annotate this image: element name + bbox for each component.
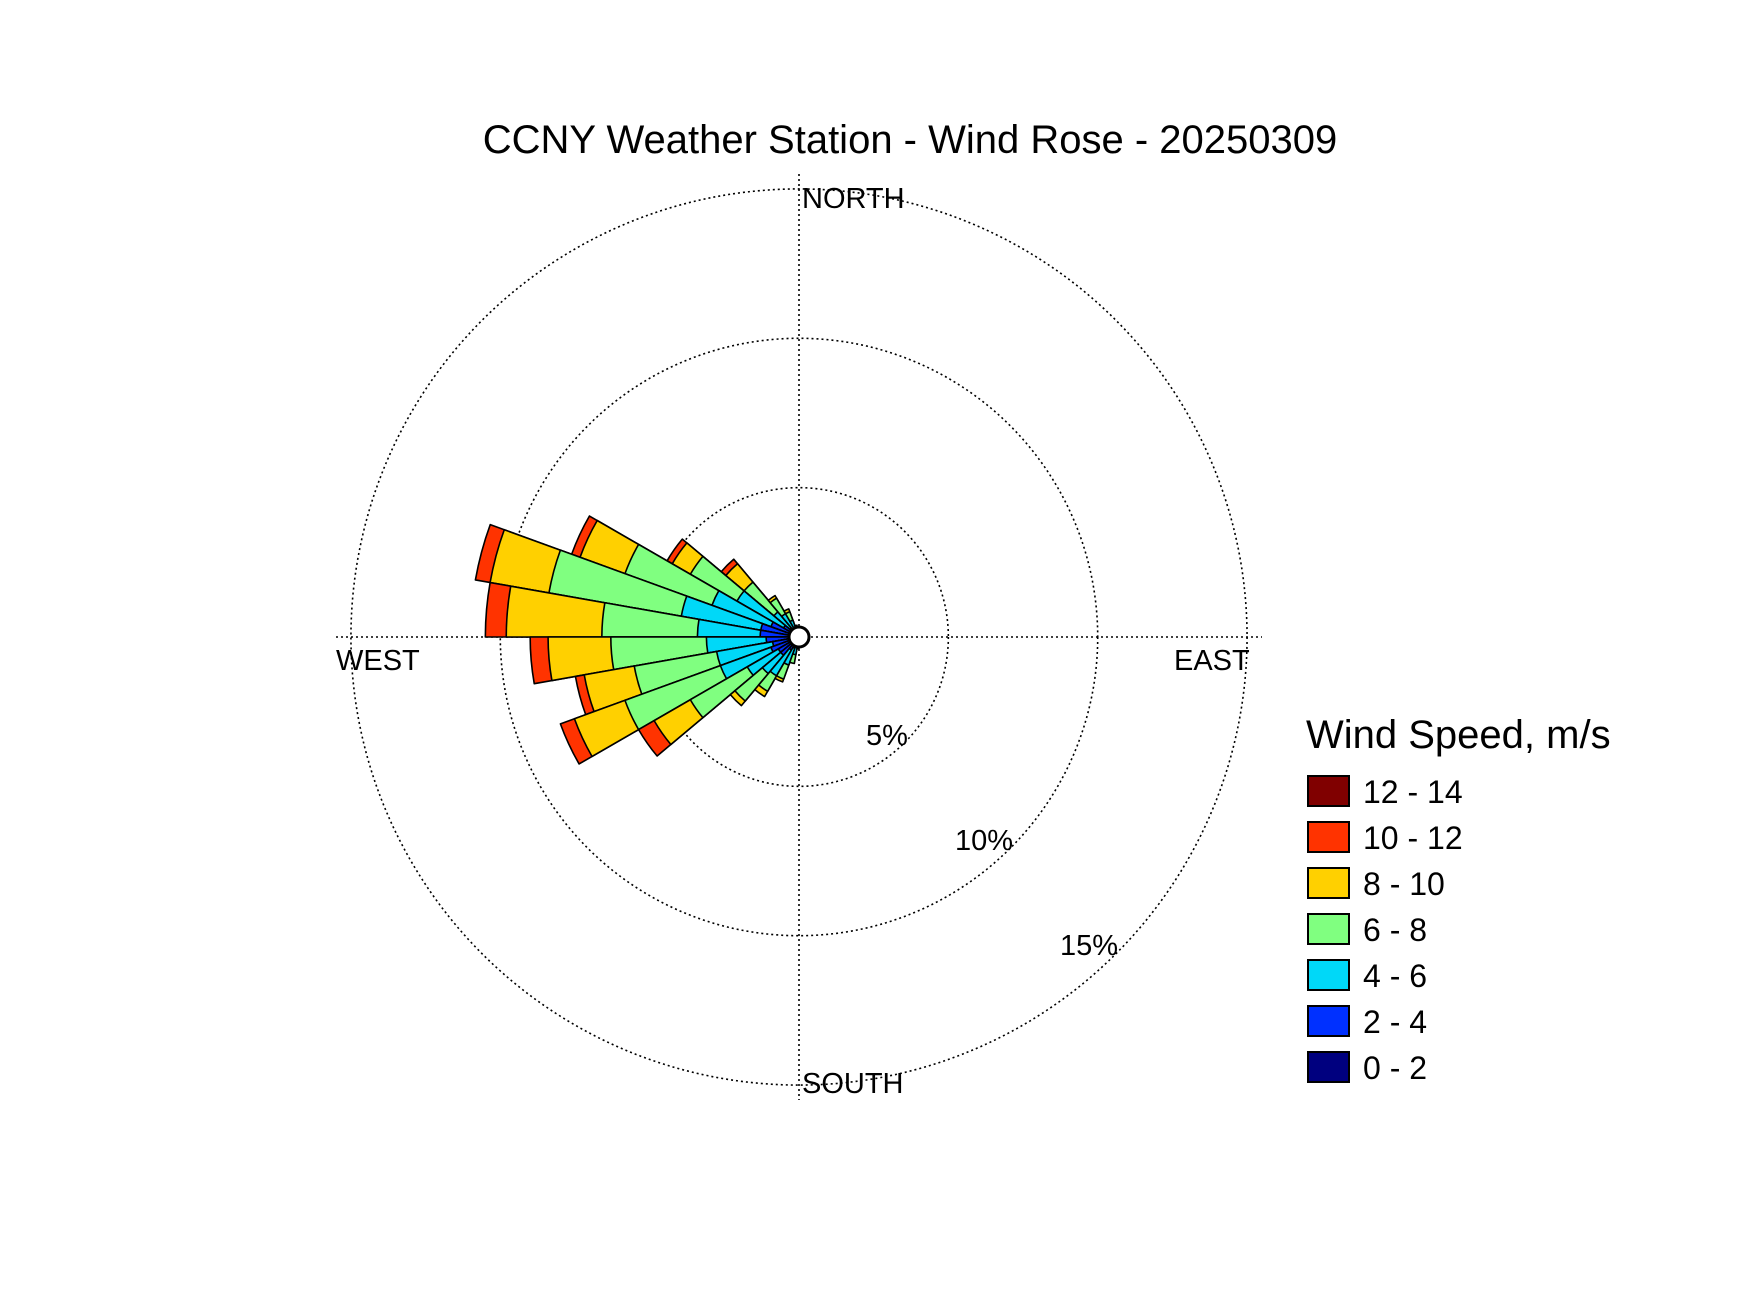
- calm-circle: [787, 625, 811, 649]
- legend-label: 10 - 12: [1363, 820, 1463, 856]
- polar-grid: [336, 174, 1262, 1100]
- legend-swatch: [1307, 1005, 1350, 1037]
- wind-rose-petals: [474, 515, 806, 765]
- direction-label-east: EAST: [1174, 645, 1250, 677]
- grid-ring-5: [648, 486, 950, 788]
- legend-swatch: [1307, 821, 1350, 853]
- legend-label: 6 - 8: [1363, 912, 1427, 948]
- legend-swatch: [1307, 959, 1350, 991]
- legend-label: 8 - 10: [1363, 866, 1445, 902]
- direction-label-west: WEST: [336, 645, 420, 677]
- legend-label: 0 - 2: [1363, 1050, 1427, 1086]
- legend-label: 12 - 14: [1363, 774, 1463, 810]
- ring-label-5: 5%: [866, 720, 908, 752]
- chart-title: CCNY Weather Station - Wind Rose - 20250…: [483, 118, 1338, 162]
- legend-label: 2 - 4: [1363, 1004, 1427, 1040]
- legend-label: 4 - 6: [1363, 958, 1427, 994]
- legend-items: 12 - 14 10 - 12 8 - 10 6 - 8 4 - 6 2 - 4 0 - 2: [1307, 774, 1463, 1086]
- legend-title: Wind Speed, m/s: [1306, 713, 1611, 757]
- legend-swatch: [1307, 775, 1350, 807]
- legend-swatch: [1307, 913, 1350, 945]
- legend: Wind Speed, m/s 12 - 14 10 - 12 8 - 10 6 - …: [1306, 713, 1611, 1086]
- legend-swatch: [1307, 1051, 1350, 1083]
- ring-label-10: 10%: [955, 825, 1013, 857]
- legend-swatch: [1307, 867, 1350, 899]
- ring-label-15: 15%: [1060, 930, 1118, 962]
- direction-label-north: NORTH: [802, 183, 905, 215]
- direction-label-south: SOUTH: [802, 1068, 904, 1100]
